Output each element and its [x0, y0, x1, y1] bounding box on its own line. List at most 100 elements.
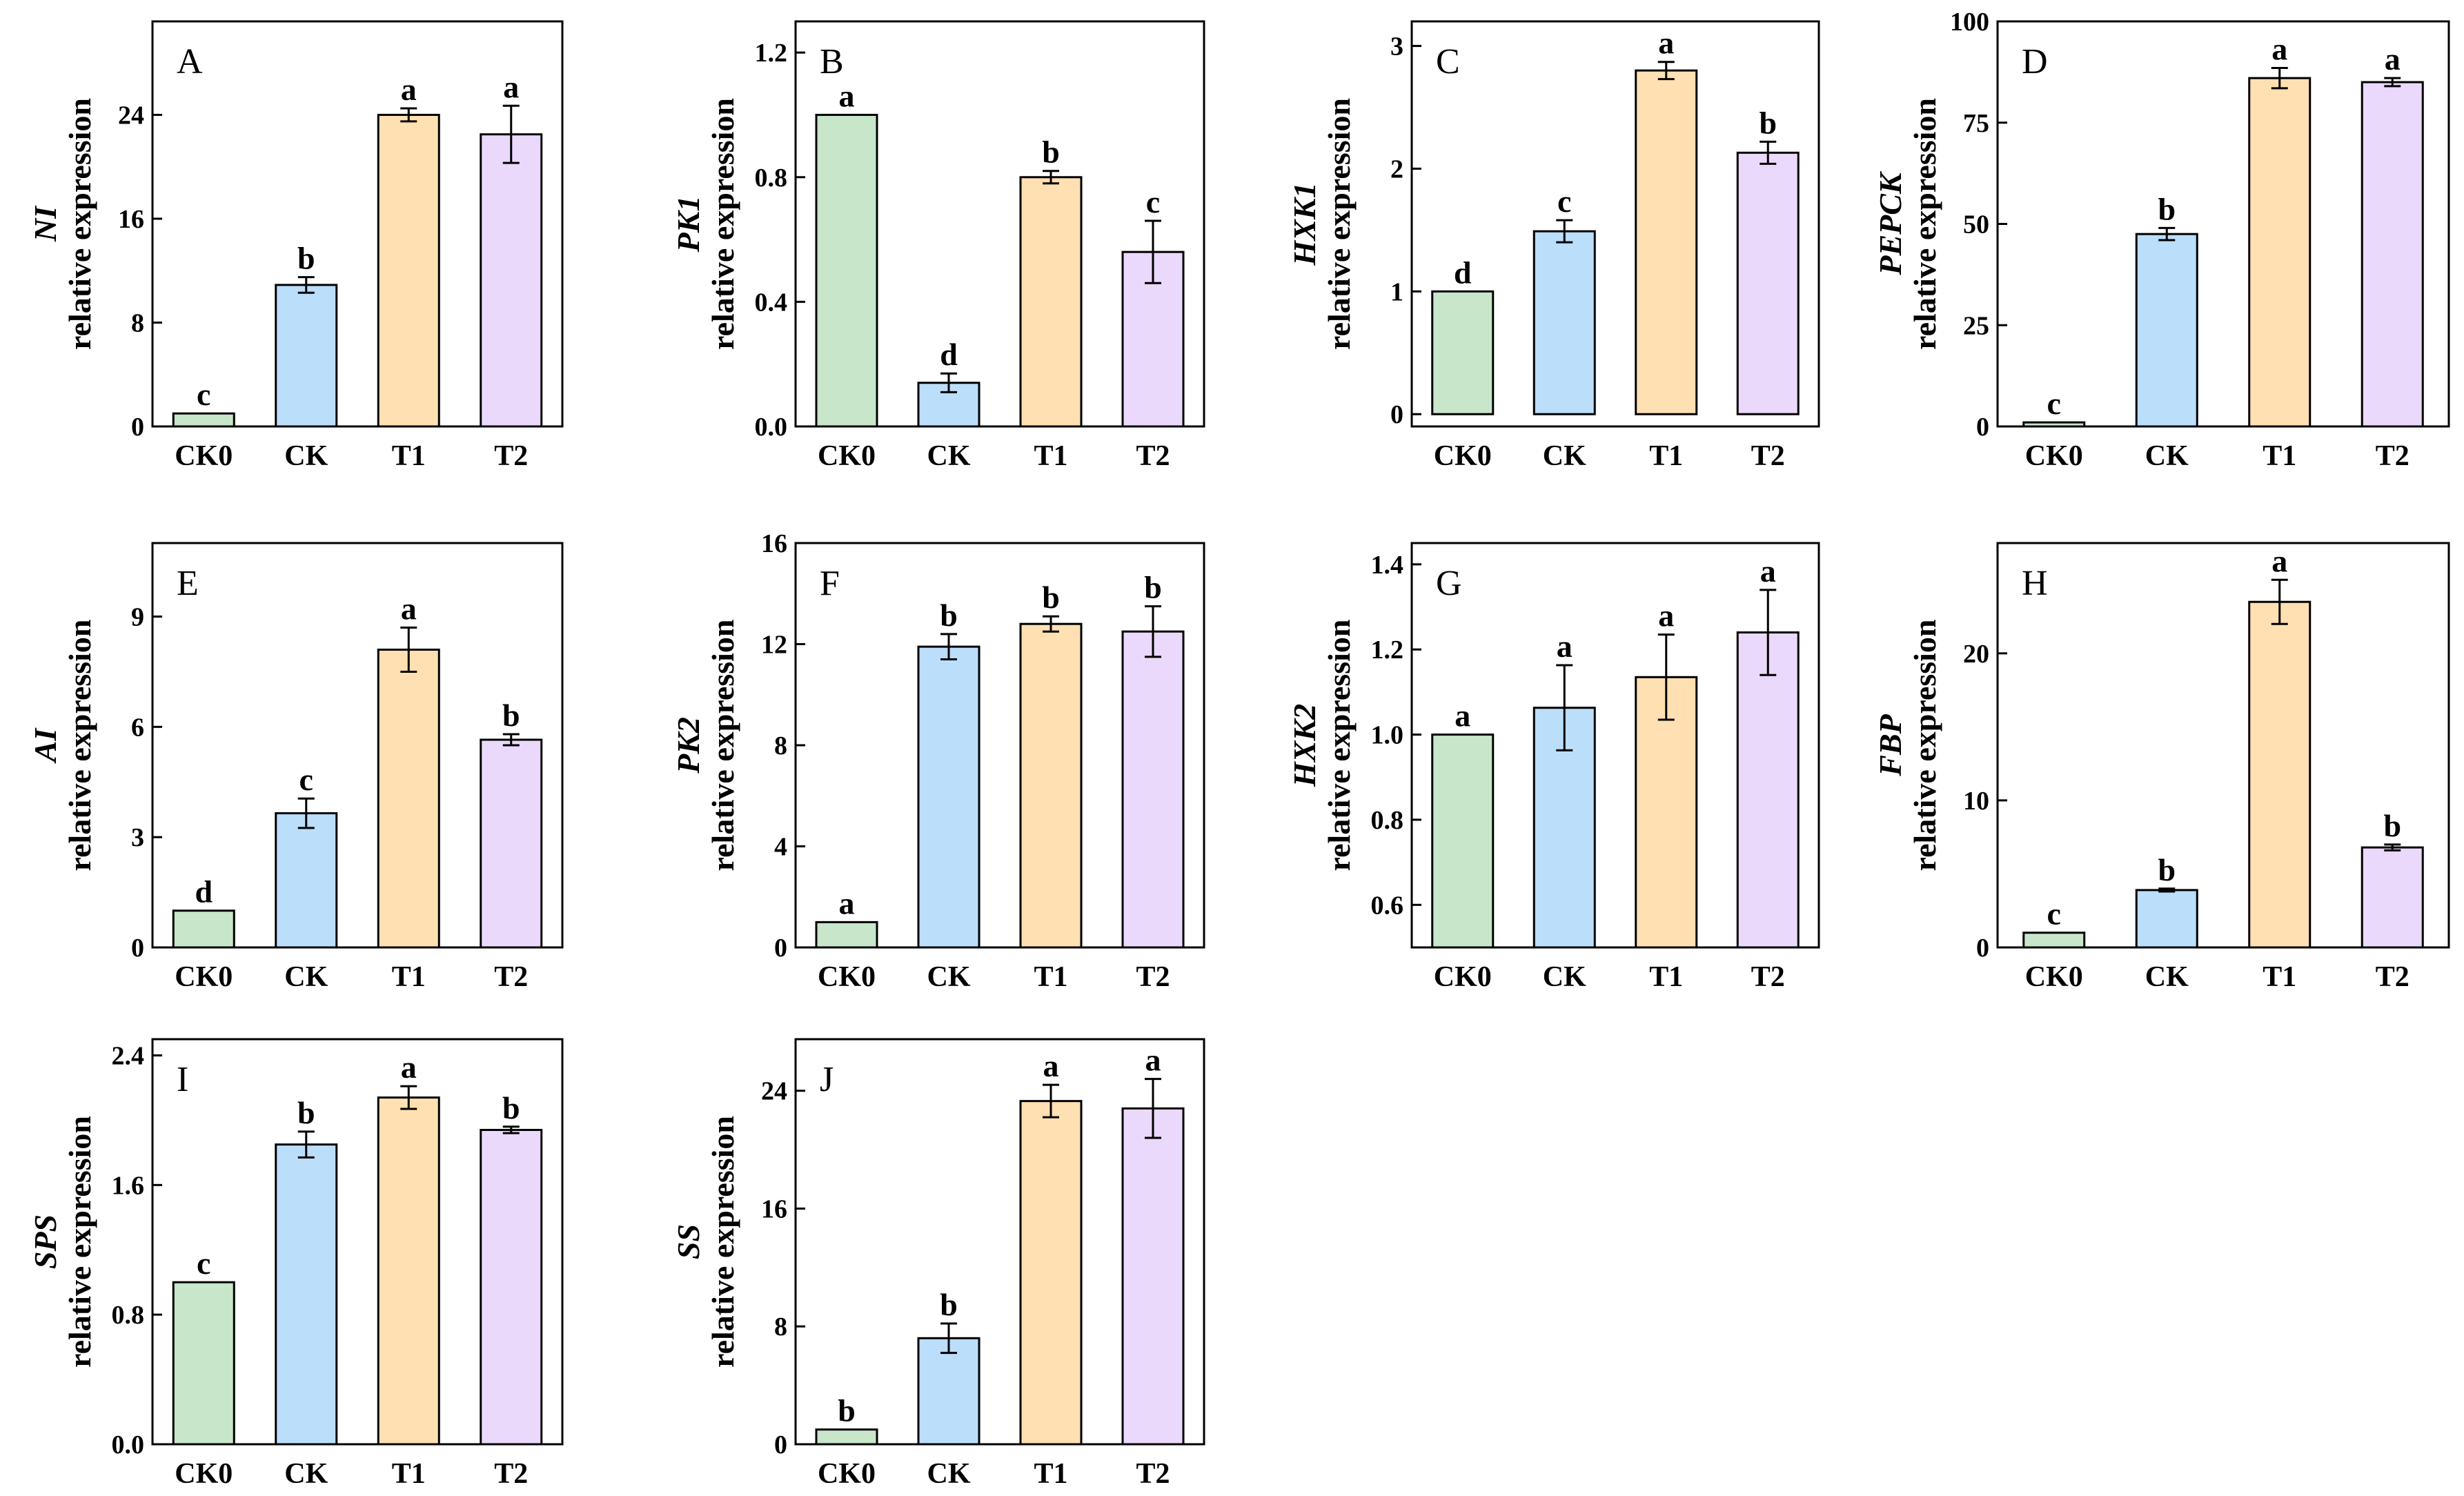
significance-letter: a: [1557, 629, 1573, 664]
plot-frame: [151, 20, 564, 428]
significance-letter: b: [297, 241, 315, 276]
x-tick-label: T1: [392, 440, 426, 472]
bar-t1: [1019, 1100, 1083, 1446]
bar-t2: [2360, 846, 2424, 949]
y-tick-label: 2.4: [112, 1041, 145, 1070]
bar-ck0: [172, 909, 235, 949]
significance-letter: a: [1043, 1048, 1059, 1083]
plot-frame: [794, 1038, 1205, 1446]
x-tick-label: CK0: [818, 961, 876, 993]
plot-frame: [1410, 542, 1820, 949]
bar-t2: [1121, 630, 1185, 949]
plot-frame: [794, 20, 1205, 428]
y-tick-label: 2: [1390, 155, 1403, 184]
y-tick-label: 3: [1390, 32, 1403, 61]
panel-f: 0 4 8 12 16 a CK0 b CK b T1 b T2 F PK2 relative express…: [671, 529, 1205, 993]
y-axis-label: relative expression: [1907, 98, 1942, 350]
panel-g: 0.6 0.8 1.0 1.2 1.4 a CK0 a CK a T1 a T2 G HXK2 relativ…: [1287, 542, 1820, 993]
significance-letter: c: [2047, 896, 2061, 932]
y-axis-label: relative expression: [62, 98, 97, 350]
x-tick-label: CK0: [2025, 961, 2083, 993]
panel-d: 0 25 50 75 100 c CK0 b CK a T1 a T2 D PEPCK relative ex…: [1873, 8, 2450, 472]
significance-letter: b: [502, 1090, 520, 1125]
y-axis-gene-label: SPS: [28, 1214, 63, 1269]
y-tick-label: 1.2: [1371, 636, 1404, 665]
significance-letter: d: [1454, 255, 1472, 290]
bar-ck: [2135, 889, 2198, 949]
x-tick-label: CK0: [818, 1458, 876, 1490]
y-tick-label: 0: [1976, 413, 1989, 442]
y-axis-gene-label: PEPCK: [1873, 170, 1908, 276]
bar-t2: [480, 738, 543, 949]
bar-ck0: [815, 113, 878, 428]
bar-ck: [917, 645, 980, 949]
bar-t1: [1635, 69, 1698, 415]
bar-ck: [275, 284, 338, 428]
x-tick-label: CK: [2145, 961, 2189, 993]
x-tick-label: T2: [1751, 961, 1785, 993]
x-tick-label: CK: [2145, 440, 2189, 472]
y-axis-gene-label: HXK1: [1287, 182, 1322, 266]
bar-t2: [480, 133, 543, 428]
y-tick-label: 0.8: [112, 1301, 145, 1330]
bar-t2: [480, 1128, 543, 1446]
x-tick-label: CK: [927, 440, 971, 472]
significance-letter: b: [1042, 580, 1060, 615]
y-tick-label: 0.8: [755, 164, 788, 193]
x-tick-label: CK: [1543, 440, 1586, 472]
significance-letter: a: [2385, 41, 2401, 77]
y-tick-label: 0: [774, 1430, 787, 1459]
significance-letter: a: [2271, 543, 2287, 578]
significance-letter: b: [2158, 191, 2176, 226]
panel-j: 0 8 16 24 b CK0 b CK a T1 a T2 J SS relative expressio…: [671, 1038, 1205, 1490]
bar-t2: [2360, 81, 2424, 428]
y-tick-label: 10: [1963, 787, 1989, 816]
significance-letter: a: [2271, 32, 2287, 67]
y-tick-label: 75: [1963, 109, 1989, 138]
significance-letter: c: [197, 377, 210, 412]
significance-letter: b: [1759, 105, 1777, 140]
y-tick-label: 8: [774, 731, 787, 760]
bar-ck: [2135, 233, 2198, 428]
y-axis-label: relative expression: [705, 620, 740, 872]
y-tick-label: 0: [774, 934, 787, 963]
panel-letter: J: [820, 1060, 834, 1099]
panel-a: 0 8 16 24 c CK0 b CK a T1 a T2 A NI relative expressio…: [28, 20, 564, 472]
bar-t1: [1019, 176, 1083, 428]
significance-letter: b: [2158, 852, 2176, 887]
y-axis-label: relative expression: [62, 620, 97, 872]
significance-letter: a: [401, 1050, 417, 1085]
panel-letter: B: [820, 42, 844, 81]
y-tick-label: 0: [1390, 400, 1403, 429]
y-tick-label: 1: [1390, 277, 1403, 306]
significance-letter: c: [2047, 386, 2061, 421]
significance-letter: b: [2383, 808, 2401, 843]
y-axis-label: relative expression: [1321, 98, 1357, 350]
bar-ck0: [1431, 290, 1495, 415]
x-tick-label: T1: [392, 1458, 426, 1490]
x-tick-label: CK: [927, 1458, 971, 1490]
significance-letter: b: [1042, 135, 1060, 170]
significance-letter: b: [297, 1095, 315, 1130]
bar-t1: [377, 648, 440, 949]
bar-ck0: [815, 1428, 878, 1446]
significance-letter: a: [1145, 1043, 1161, 1078]
bar-ck0: [2022, 421, 2086, 428]
y-tick-label: 24: [761, 1077, 787, 1106]
significance-letter: b: [838, 1393, 856, 1428]
significance-letter: a: [1658, 598, 1674, 633]
y-tick-label: 8: [774, 1312, 787, 1341]
y-axis-label: relative expression: [62, 1116, 97, 1368]
x-tick-label: CK: [927, 961, 971, 993]
y-tick-label: 100: [1950, 8, 1989, 37]
y-tick-label: 50: [1963, 210, 1989, 239]
bar-t2: [1736, 631, 1800, 949]
y-tick-label: 6: [131, 713, 144, 742]
panel-b: 0.0 0.4 0.8 1.2 a CK0 d CK b T1 c T2 B PK1 relative ex…: [671, 20, 1205, 472]
significance-letter: a: [1455, 698, 1470, 734]
y-tick-label: 0.0: [755, 413, 788, 442]
panel-h: 0 10 20 c CK0 b CK a T1 b T2 H FBP relative expressio…: [1873, 542, 2450, 993]
y-tick-label: 0.4: [755, 288, 788, 317]
y-tick-label: 0.8: [1371, 806, 1404, 835]
significance-letter: a: [401, 591, 417, 627]
